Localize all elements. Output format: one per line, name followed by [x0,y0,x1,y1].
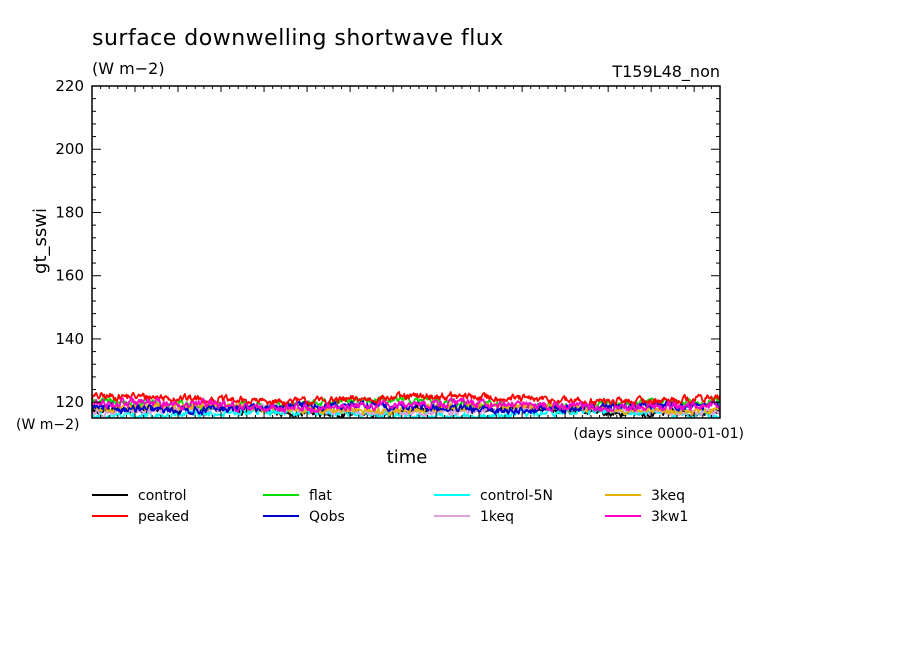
legend-label: peaked [138,509,189,525]
plot-frame [91,85,721,419]
series-line [91,396,721,414]
legend-label: control [138,488,187,504]
chart-title: surface downwelling shortwave flux [92,26,504,51]
y-tick-label: 180 [55,203,84,221]
y-tick-label: 140 [55,330,84,348]
y-tick-label: 120 [55,393,84,411]
y-axis-label: gt_sswi [30,208,51,274]
legend-label: 1keq [480,509,514,525]
series-line [91,390,721,408]
axis-ticks [91,85,721,418]
legend-label: 3keq [651,488,685,504]
x-axis-label: time [387,447,428,468]
run-label: T159L48_non [611,62,720,82]
legend-label: control-5N [480,488,553,504]
legend-label: Qobs [309,509,345,525]
legend: control peaked flat Qobs control-5N 1keq 3keq 3… [92,488,688,525]
y-tick-labels: 120 140 160 180 200 220 [55,77,84,411]
plot-lines [91,390,721,419]
series-line [91,401,721,419]
units-label: (W m−2) [92,59,165,78]
y-tick-label: 200 [55,140,84,158]
y-tick-label: 220 [55,77,84,95]
y-units-label: (W m−2) [16,417,80,433]
legend-label: flat [309,488,332,504]
y-tick-label: 160 [55,267,84,285]
legend-label: 3kw1 [651,509,688,525]
x-units-label: (days since 0000-01-01) [573,426,744,442]
